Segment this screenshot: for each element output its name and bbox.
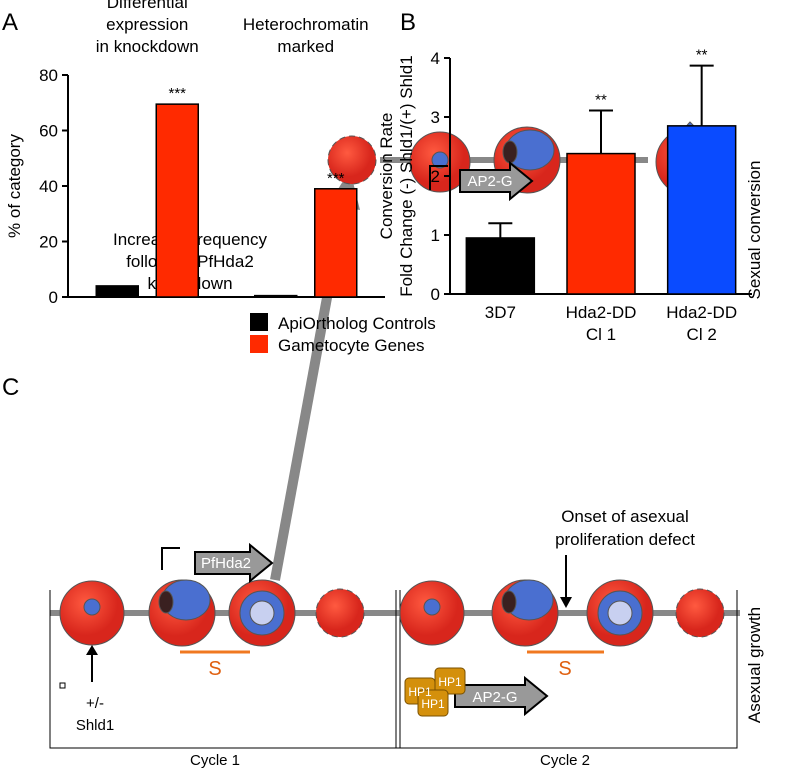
gene-box (454, 675, 549, 717)
hp1-label: HP1 (408, 685, 432, 699)
category-label: marked (277, 37, 334, 56)
category-label: Hda2-DD (666, 303, 737, 322)
significance: ** (595, 92, 607, 109)
note: +/- (86, 695, 104, 712)
y-tick-label: 0 (431, 285, 440, 304)
note: proliferation defect (555, 530, 695, 549)
side-label: Sexual conversion (745, 161, 764, 300)
y-axis-label: Conversion Rate (377, 113, 396, 240)
legend-label: ApiOrtholog Controls (278, 314, 436, 333)
cycle-label: Cycle 2 (540, 752, 590, 769)
category-label: Cl 1 (586, 325, 616, 344)
cycle-label: Cycle 1 (190, 752, 240, 769)
hp1 (434, 667, 466, 695)
bar (254, 294, 298, 298)
y-tick-label: 1 (431, 226, 440, 245)
category-label: Cl 2 (687, 325, 717, 344)
bar (155, 103, 199, 298)
bar (314, 188, 358, 298)
y-tick-label: 3 (431, 108, 440, 127)
y-axis-label: % of category (5, 134, 24, 238)
bar (95, 285, 139, 298)
note: Onset of asexual (561, 507, 689, 526)
panel-label: C (2, 374, 19, 401)
significance: ** (696, 47, 708, 64)
significance: *** (168, 85, 186, 102)
hp1 (417, 689, 449, 717)
gene-box (459, 160, 534, 202)
y-tick-label: 4 (431, 49, 440, 68)
category-label: expression (106, 15, 188, 34)
note: Shld1 (76, 717, 114, 734)
bar (465, 237, 536, 295)
hp1-label: HP1 (421, 697, 445, 711)
category-label: 3D7 (485, 303, 516, 322)
category-label: Hda2-DD (566, 303, 637, 322)
y-tick-label: 0 (49, 288, 58, 307)
marker (59, 682, 66, 689)
hp1-label: HP1 (438, 675, 462, 689)
y-tick-label: 2 (431, 167, 440, 186)
bar (566, 152, 636, 295)
legend-label: Gametocyte Genes (278, 336, 424, 355)
side-label: Asexual growth (745, 607, 764, 723)
bar (666, 125, 737, 295)
legend-swatch (250, 335, 268, 353)
y-axis-label: Fold Change (-) Shld1/(+) Shld1 (397, 55, 416, 296)
s-label: S (208, 658, 221, 680)
gene-box (194, 542, 274, 584)
category-label: Heterochromatin (243, 15, 369, 34)
arrow-head (86, 645, 98, 655)
category-label: Differential (107, 0, 188, 12)
legend-swatch (250, 313, 268, 331)
category-label: in knockdown (96, 37, 199, 56)
y-tick-label: 40 (39, 177, 58, 196)
y-tick-label: 60 (39, 122, 58, 141)
y-tick-label: 20 (39, 233, 58, 252)
panel-label: B (400, 9, 416, 36)
significance: *** (327, 170, 345, 187)
gene-label: PfHda2 (201, 555, 251, 572)
y-tick-label: 80 (39, 66, 58, 85)
gene-label: AP2-G (467, 173, 512, 190)
promoters (161, 165, 448, 570)
gene-label: AP2-G (472, 689, 517, 706)
panel-label: A (2, 9, 18, 36)
s-label: S (558, 658, 571, 680)
arrow-head (560, 597, 572, 608)
